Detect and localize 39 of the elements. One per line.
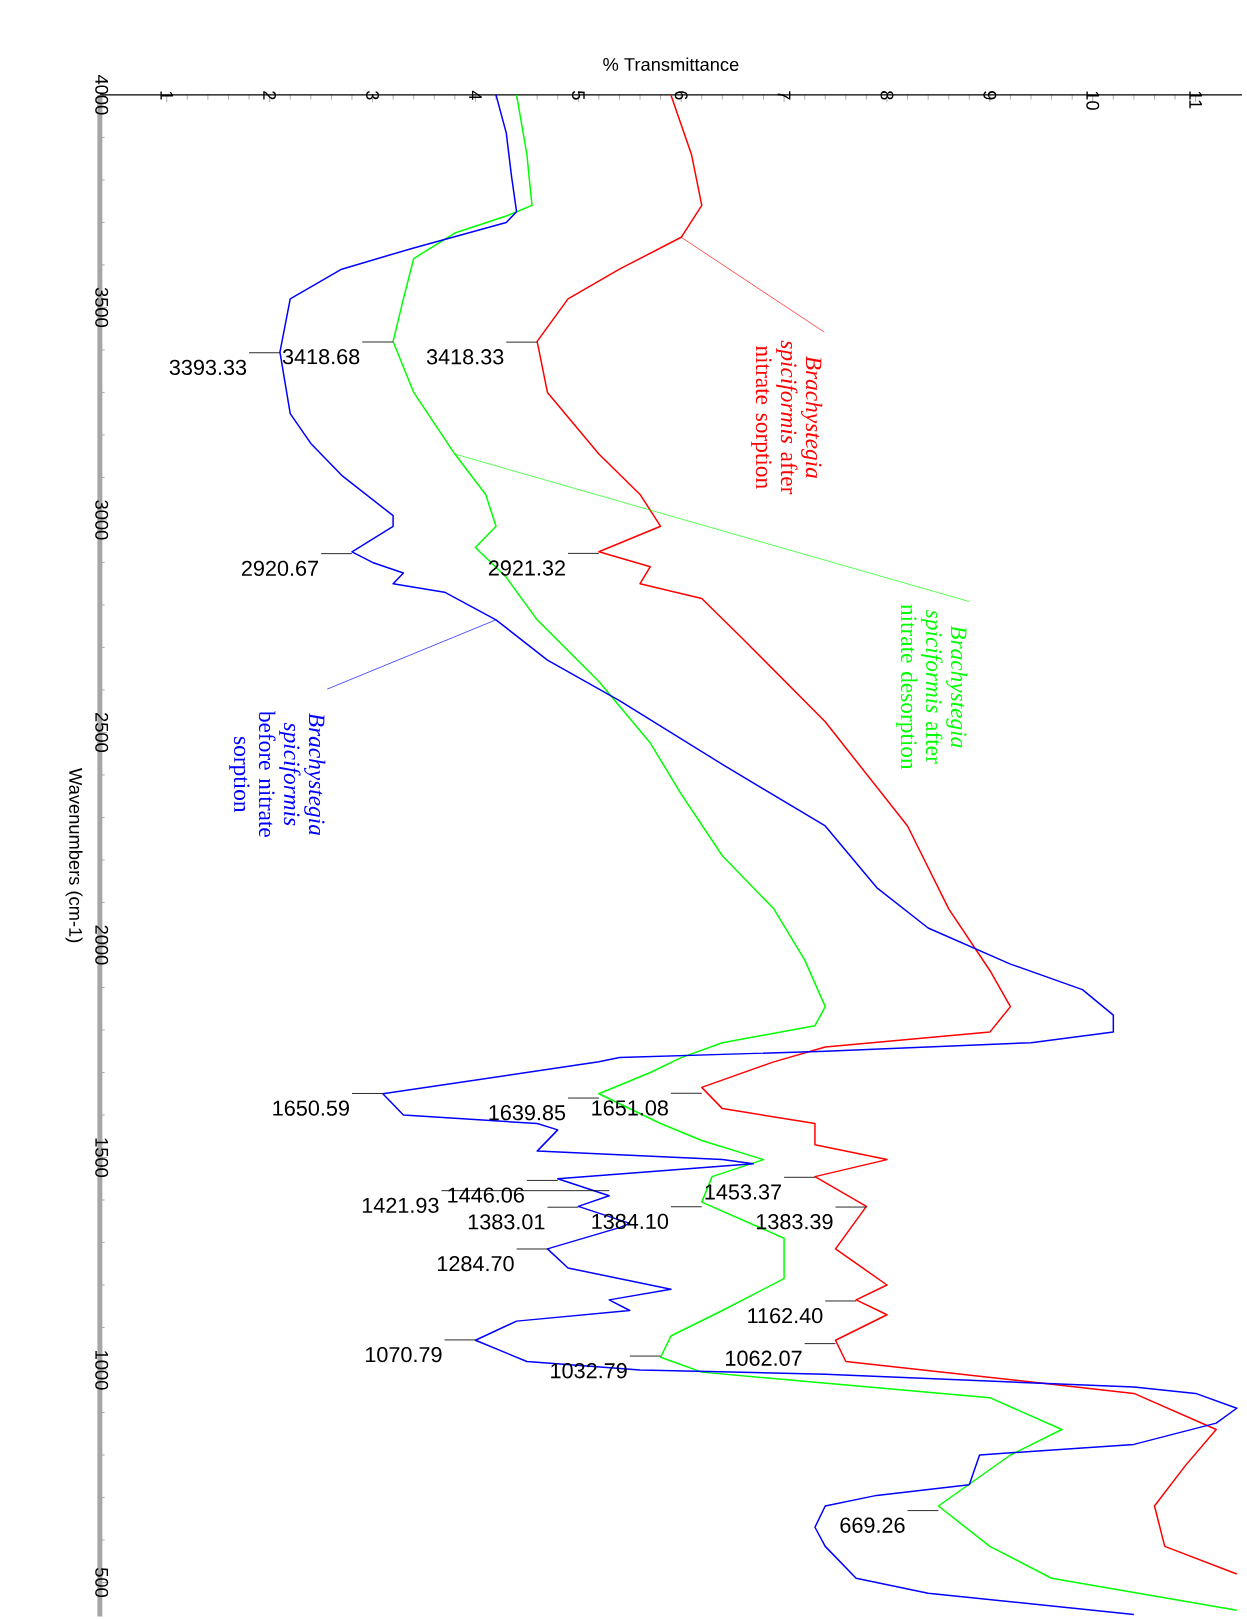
x-tick-label: 9	[983, 91, 997, 100]
annotation: 1070.79	[366, 1346, 442, 1363]
y-axis-title: Wavenumbers (cm-1)	[65, 768, 83, 943]
y-tick-label: 3000	[95, 500, 109, 540]
x-tick-label: 7	[777, 91, 791, 100]
x-axis-title: % Transmittance	[603, 57, 739, 71]
annotation: 1284.70	[438, 1255, 514, 1272]
y-tick-label: 1500	[95, 1138, 109, 1178]
annotation: 3418.33	[427, 349, 504, 365]
y-tick-label: 500	[95, 1567, 109, 1598]
x-tick-label: 10	[1086, 91, 1100, 110]
y-tick-label: 1000	[95, 1351, 109, 1390]
annotation: 1421.93	[363, 1197, 439, 1213]
annotation: 3393.33	[169, 359, 247, 376]
y-tick-label: 2000	[95, 925, 109, 965]
annotation: 2920.67	[242, 560, 319, 576]
x-tick-label: 2	[263, 91, 277, 100]
x-tick-label: 6	[674, 91, 688, 100]
annotation: 1650.59	[273, 1100, 350, 1116]
annotation: 1162.40	[748, 1307, 823, 1324]
x-tick-label: 5	[572, 90, 585, 100]
annotation: 1639.85	[489, 1105, 566, 1121]
annotation: 1062.07	[726, 1350, 802, 1366]
x-tick-label: 11	[1189, 91, 1203, 109]
x-tick-label: 8	[880, 91, 894, 100]
y-tick-label: 4000	[95, 74, 109, 115]
annotation: 1032.79	[551, 1363, 627, 1379]
annotation: 669.26	[840, 1517, 905, 1533]
y-tick-label: 2500	[95, 713, 109, 753]
annotation: 1453.37	[705, 1184, 782, 1200]
x-tick-label: 4	[469, 90, 482, 100]
annotation: 1446.06	[448, 1187, 525, 1203]
annotation: 1383.01	[469, 1214, 545, 1230]
annotation: 3418.68	[283, 348, 360, 365]
x-tick-label: 3	[366, 90, 380, 100]
annotation: 1383.39	[757, 1214, 833, 1230]
y-tick-label: 3500	[95, 287, 109, 328]
text: Brachystegia spiciformis before nitrate sorption	[229, 710, 326, 837]
x-tick-label: 1	[160, 91, 174, 100]
